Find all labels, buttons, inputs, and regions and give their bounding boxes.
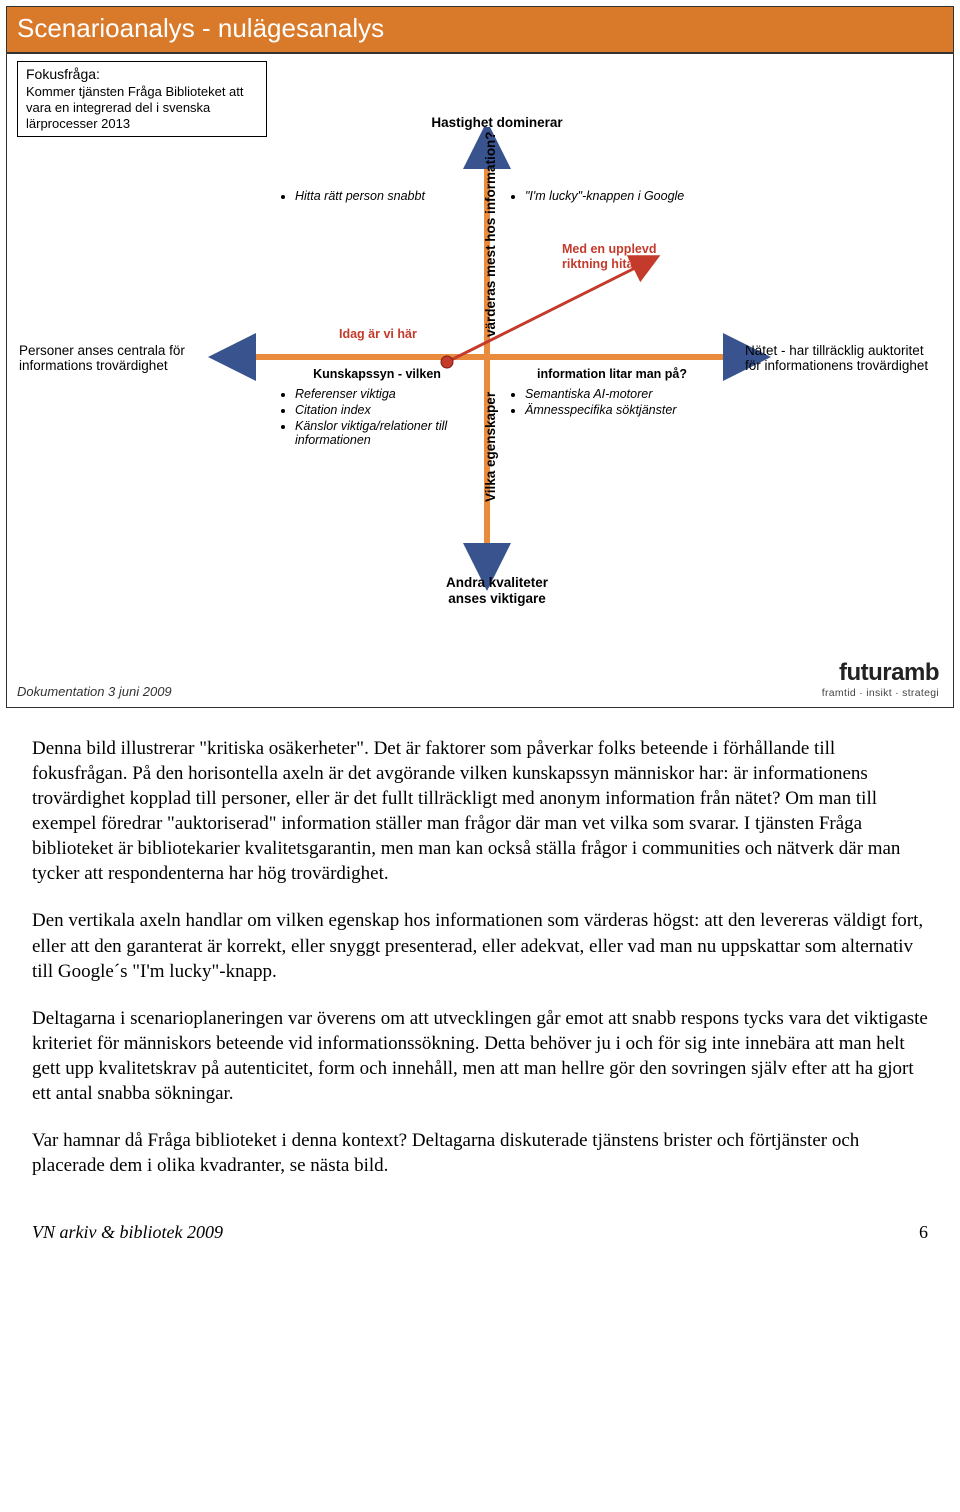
bl-header: Kunskapssyn - vilken — [277, 367, 477, 381]
bl-bullet-2: Känslor viktiga/relationer till informat… — [295, 419, 477, 447]
tr-bullet-0: "I'm lucky"-knappen i Google — [525, 189, 717, 203]
br-bullet-0: Semantiska AI-motorer — [525, 387, 717, 401]
bottom-l2: anses viktigare — [407, 591, 587, 607]
right-axis-label: Nätet - har tillräcklig auktoritet för i… — [745, 343, 960, 373]
direction-l1: Med en upplevd — [562, 242, 656, 257]
page-footer: VN arkiv & bibliotek 2009 6 — [32, 1222, 928, 1243]
left-axis-label: Personer anses centrala för informations… — [19, 343, 229, 373]
quadrant-top-right: "I'm lucky"-knappen i Google — [507, 187, 717, 205]
slide-footer: Dokumentation 3 juni 2009 — [17, 684, 172, 699]
br-bullet-1: Ämnesspecifika söktjänster — [525, 403, 717, 417]
logo: futuramb framtid · insikt · strategi — [822, 659, 939, 699]
br-header: information litar man på? — [507, 367, 717, 381]
diagram: Hastighet dominerar — [7, 127, 953, 607]
logo-tagline: framtid · insikt · strategi — [822, 687, 939, 699]
quadrant-bottom-right: information litar man på? Semantiska AI-… — [507, 367, 717, 419]
direction-l2: riktning hitåt — [562, 257, 656, 272]
slide-container: Scenarioanalys - nulägesanalys Fokusfråg… — [6, 6, 954, 708]
quadrant-top-left: Hitta rätt person snabbt — [277, 187, 467, 205]
paragraph-1: Denna bild illustrerar "kritiska osäkerh… — [32, 736, 928, 886]
direction-label: Med en upplevd riktning hitåt — [562, 242, 656, 272]
left-axis-l1: Personer anses centrala för — [19, 343, 229, 358]
idag-label: Idag är vi här — [339, 327, 417, 341]
logo-name: futuramb — [822, 659, 939, 687]
paragraph-2: Den vertikala axeln handlar om vilken eg… — [32, 908, 928, 983]
bl-bullet-0: Referenser viktiga — [295, 387, 477, 401]
paragraph-4: Var hamnar då Fråga biblioteket i denna … — [32, 1128, 928, 1178]
fokus-body: Kommer tjänsten Fråga Biblioteket att va… — [26, 84, 258, 133]
fokus-head: Fokusfråga: — [26, 66, 258, 84]
y-axis-lower-label: Vilka egenskaper — [483, 392, 498, 502]
right-axis-l2: för informationens trovärdighet — [745, 358, 960, 373]
fokus-box: Fokusfråga: Kommer tjänsten Fråga Biblio… — [17, 61, 267, 137]
page-number: 6 — [919, 1222, 928, 1243]
footer-left: VN arkiv & bibliotek 2009 — [32, 1222, 223, 1243]
bl-bullet-1: Citation index — [295, 403, 477, 417]
body-text: Denna bild illustrerar "kritiska osäkerh… — [32, 736, 928, 1178]
quadrant-bottom-left: Kunskapssyn - vilken Referenser viktiga … — [277, 367, 477, 449]
slide-title: Scenarioanalys - nulägesanalys — [7, 7, 953, 54]
y-axis-upper-label: värderas mest hos information? — [483, 131, 498, 337]
bottom-l1: Andra kvaliteter — [407, 575, 587, 591]
paragraph-3: Deltagarna i scenarioplaneringen var öve… — [32, 1006, 928, 1106]
axis-bottom-label: Andra kvaliteter anses viktigare — [407, 575, 587, 607]
tl-bullet-0: Hitta rätt person snabbt — [295, 189, 467, 203]
left-axis-l2: informations trovärdighet — [19, 358, 229, 373]
right-axis-l1: Nätet - har tillräcklig auktoritet — [745, 343, 960, 358]
